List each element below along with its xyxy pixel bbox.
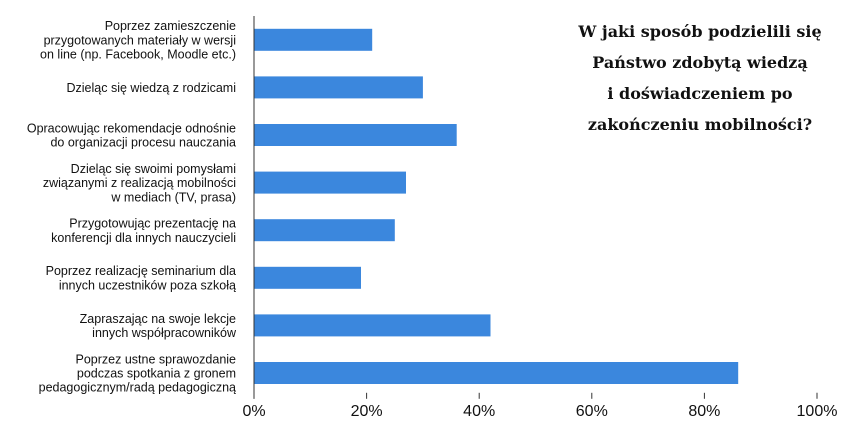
category-label-line: Przygotowując prezentację na	[69, 217, 236, 231]
chart-title-line: zakończeniu mobilności?	[588, 115, 812, 134]
category-label-line: podczas spotkania z gronem	[77, 367, 236, 381]
category-label-line: Opracowując rekomendacje odnośnie	[27, 121, 236, 135]
category-label-line: w mediach (TV, prasa)	[110, 190, 236, 204]
category-label-line: Poprzez ustne sprawozdanie	[75, 352, 236, 366]
x-tick-label: 20%	[351, 403, 383, 420]
category-label-line: Dzieląc się swoimi pomysłami	[71, 162, 236, 176]
x-tick-label: 40%	[463, 403, 495, 420]
bar-4	[254, 171, 406, 194]
bar-3	[254, 124, 457, 146]
x-axis-ticks: 0% 20% 40% 60% 80% 100%	[242, 392, 838, 420]
bar-1	[254, 28, 373, 51]
bar-2	[254, 76, 423, 99]
category-label-line: on line (np. Facebook, Moodle etc.)	[40, 48, 236, 62]
chart-title: W jaki sposób podzielili się Państwo zdob…	[577, 22, 821, 134]
chart-title-line: i doświadczeniem po	[607, 84, 793, 103]
category-label-line: do organizacji procesu nauczania	[50, 136, 236, 150]
bar-8	[254, 362, 739, 384]
bar-6	[254, 266, 361, 289]
x-tick-label: 100%	[797, 403, 838, 420]
chart-title-line: W jaki sposób podzielili się	[577, 22, 821, 41]
x-tick-label: 0%	[242, 403, 265, 420]
bars	[254, 28, 739, 384]
bar-5	[254, 219, 395, 242]
bar-7	[254, 314, 491, 337]
chart-title-line: Państwo zdobytą wiedzą	[592, 53, 807, 72]
x-tick-label: 60%	[576, 403, 608, 420]
category-label-line: Zapraszając na swoje lekcje	[80, 312, 236, 326]
category-label-line: pedagogicznym/radą pedagogiczną	[39, 381, 236, 395]
category-label-line: konferencji dla innych nauczycieli	[51, 231, 236, 245]
category-label-line: Poprzez zamieszczenie	[105, 19, 236, 33]
category-label-5: Przygotowując prezentację nakonferencji …	[51, 217, 236, 245]
category-label-2: Dzieląc się wiedzą z rodzicami	[66, 81, 236, 95]
category-label-line: Dzieląc się wiedzą z rodzicami	[66, 81, 236, 95]
category-label-line: innych współpracowników	[92, 326, 237, 340]
category-label-line: Poprzez realizację seminarium dla	[46, 264, 236, 278]
category-label-line: przygotowanych materiały w wersji	[44, 33, 236, 47]
x-tick-label: 80%	[688, 403, 720, 420]
category-label-line: związanymi z realizacją mobilności	[43, 176, 236, 190]
category-label-6: Poprzez realizację seminarium dlainnych …	[46, 264, 236, 292]
category-label-line: innych uczestników poza szkołą	[59, 278, 236, 292]
